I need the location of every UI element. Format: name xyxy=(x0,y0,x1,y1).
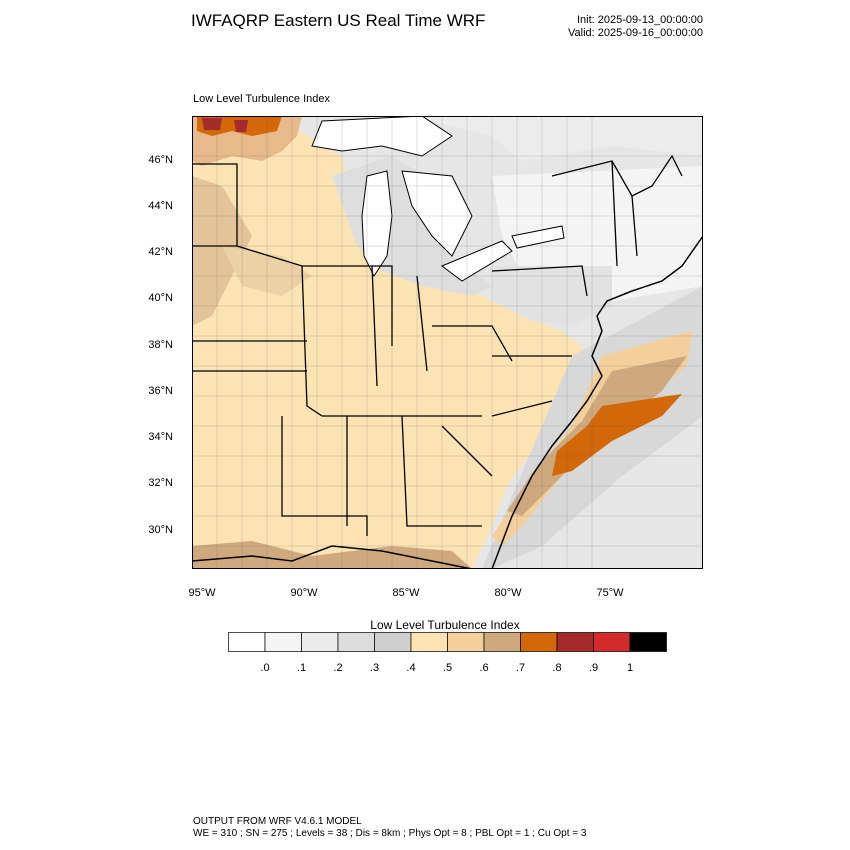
lat-label-46: 46°N xyxy=(148,154,173,166)
colorbar-label: .7 xyxy=(515,662,526,674)
colorbar-swatch xyxy=(301,632,339,652)
land-tan-region xyxy=(192,126,602,569)
lon-label-85: 85°W xyxy=(392,587,420,599)
plot-title: IWFAQRP Eastern US Real Time WRF xyxy=(191,11,486,30)
colorbar-label: .8 xyxy=(552,662,562,674)
canada-region xyxy=(192,116,703,161)
colorbar-label: .9 xyxy=(588,662,599,674)
map-frame xyxy=(192,116,703,569)
coastline xyxy=(192,235,703,569)
colorbar-swatch xyxy=(447,632,485,652)
colorbar-label: .3 xyxy=(369,662,380,674)
colorbar-swatch xyxy=(410,632,448,652)
colorbar-label: .2 xyxy=(333,662,343,674)
lat-label-36: 36°N xyxy=(148,385,173,397)
footer-config: WE = 310 ; SN = 275 ; Levels = 38 ; Dis … xyxy=(193,828,587,839)
atlantic-orange-band xyxy=(552,394,682,476)
colorbar-swatch xyxy=(337,632,375,652)
lat-label-40: 40°N xyxy=(148,292,173,304)
gulf-coast-tan xyxy=(192,541,472,569)
northeast-gray-region xyxy=(492,266,612,326)
lon-label-95: 95°W xyxy=(188,587,216,599)
colorbar-label: .4 xyxy=(406,662,416,674)
lat-label-38: 38°N xyxy=(148,339,173,351)
lake-ontario xyxy=(511,225,565,249)
init-time: Init: 2025-09-13_00:00:00 xyxy=(577,14,703,26)
colorbar-label: .6 xyxy=(479,662,489,674)
lon-label-90: 90°W xyxy=(290,587,318,599)
lon-label-75: 75°W xyxy=(596,587,624,599)
colorbar-swatch xyxy=(228,632,266,652)
colorbar-swatch xyxy=(264,632,302,652)
state-boundaries xyxy=(192,154,683,536)
field-label: Low Level Turbulence Index xyxy=(193,93,330,105)
colorbar-label: 1 xyxy=(626,662,634,674)
colorbar-swatch xyxy=(520,632,558,652)
colorbar xyxy=(228,632,667,652)
colorbar-swatch xyxy=(593,632,631,652)
colorbar-swatch xyxy=(629,632,667,652)
lat-label-42: 42°N xyxy=(148,246,173,258)
valid-time: Valid: 2025-09-16_00:00:00 xyxy=(568,27,703,39)
colorbar-swatch xyxy=(374,632,412,652)
lake-huron xyxy=(401,170,473,257)
turbulence-map xyxy=(192,116,703,569)
northwest-red xyxy=(202,118,222,130)
lon-label-80: 80°W xyxy=(494,587,522,599)
northwest-red2 xyxy=(234,120,248,132)
colorbar-swatch xyxy=(556,632,594,652)
lat-label-34: 34°N xyxy=(148,431,173,443)
colorbar-title: Low Level Turbulence Index xyxy=(370,618,520,632)
lat-label-44: 44°N xyxy=(148,200,173,212)
colorbar-label: .0 xyxy=(260,662,270,674)
lat-label-30: 30°N xyxy=(148,524,173,536)
colorbar-swatch xyxy=(483,632,521,652)
footer-model: OUTPUT FROM WRF V4.6.1 MODEL xyxy=(193,816,362,827)
lat-label-32: 32°N xyxy=(148,477,173,489)
colorbar-label: .1 xyxy=(296,662,307,674)
colorbar-label: .5 xyxy=(442,662,453,674)
